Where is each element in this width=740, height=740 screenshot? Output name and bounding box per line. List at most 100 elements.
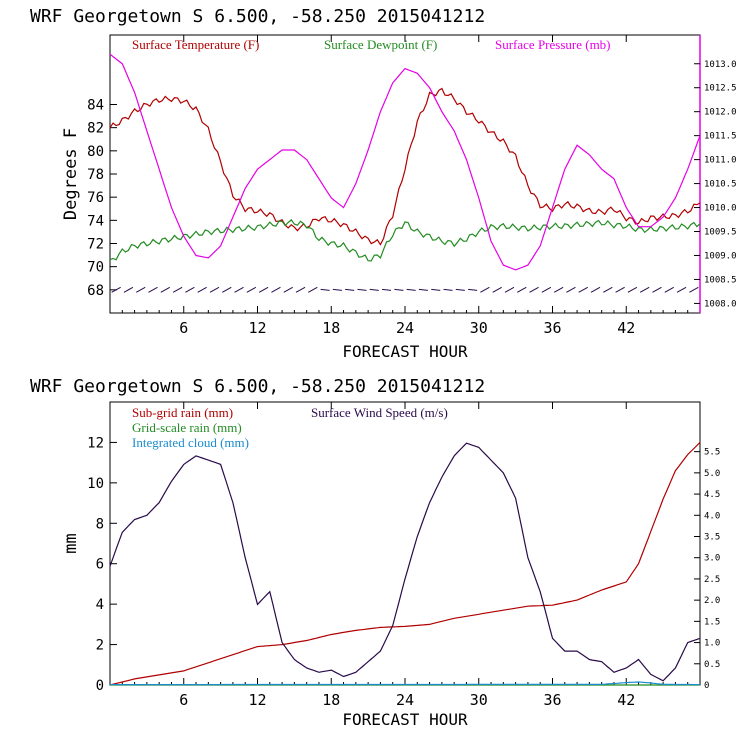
wind-barb	[566, 286, 576, 293]
legend-entry: Grid-scale rain (mm)	[132, 420, 242, 435]
series-line	[109, 53, 701, 271]
chart-title: WRF Georgetown S 6.500, -58.250 20150412…	[30, 6, 485, 27]
x-tick-label: 36	[543, 691, 561, 709]
y2-tick-label: 1012.5	[704, 84, 737, 94]
series-line	[109, 219, 701, 262]
wind-barb	[185, 286, 195, 293]
wind-barb	[553, 286, 564, 293]
y2-tick-label: 3.5	[704, 532, 720, 542]
y2-tick-label: 1009.5	[704, 228, 737, 238]
wind-barb	[627, 286, 638, 293]
wind-barb	[160, 286, 171, 293]
x-tick-label: 30	[470, 319, 488, 337]
wind-barb	[332, 288, 342, 291]
wind-barb	[357, 288, 367, 291]
wind-barb	[246, 286, 257, 293]
wind-barb	[578, 286, 588, 293]
x-axis-title: FORECAST HOUR	[342, 710, 468, 729]
wind-barb	[590, 286, 601, 293]
wind-barb	[652, 286, 662, 293]
y2-tick-label: 1013.0	[704, 60, 737, 70]
y-tick-label: 72	[87, 237, 104, 253]
y-tick-label: 74	[87, 213, 104, 229]
wind-barb	[615, 286, 625, 293]
y2-tick-label: 1008.5	[704, 275, 737, 285]
y-tick-label: 80	[87, 144, 104, 160]
y-tick-label: 78	[87, 167, 104, 183]
legend-entry: Integrated cloud (mm)	[132, 435, 249, 450]
series-line	[109, 441, 701, 686]
rain-wind-panel: WRF Georgetown S 6.500, -58.250 20150412…	[30, 376, 720, 729]
wind-barb	[639, 286, 650, 293]
y-tick-label: 6	[96, 557, 104, 573]
y-tick-label: 76	[87, 190, 104, 206]
wind-barb	[676, 286, 687, 293]
wind-barb	[295, 286, 306, 293]
series-line	[109, 442, 701, 682]
wind-barb	[123, 286, 134, 293]
y-tick-label: 84	[87, 98, 104, 114]
wind-barb	[148, 286, 158, 293]
x-tick-label: 12	[248, 319, 266, 337]
x-tick-label: 6	[179, 319, 188, 337]
wind-barb	[209, 286, 220, 293]
y2-tick-label: 3.0	[704, 554, 720, 564]
y-tick-label: 8	[96, 516, 104, 532]
legend-entry: Surface Dewpoint (F)	[324, 37, 437, 52]
y2-tick-label: 4.0	[704, 511, 720, 521]
x-tick-label: 42	[617, 691, 635, 709]
wind-barb	[369, 288, 379, 291]
wind-barb	[345, 288, 355, 291]
x-tick-label: 24	[396, 319, 414, 337]
y2-tick-label: 1.0	[704, 639, 720, 649]
wind-barb	[455, 288, 465, 291]
wind-barb	[603, 286, 613, 293]
x-tick-label: 6	[179, 691, 188, 709]
y2-tick-label: 2.0	[704, 596, 720, 606]
y-axis-title: mm	[61, 533, 81, 553]
wind-barb	[382, 288, 392, 291]
y-tick-label: 70	[87, 260, 104, 276]
wind-barb	[664, 286, 675, 293]
y-axis-title: Degrees F	[61, 128, 81, 220]
wind-barb	[197, 286, 207, 293]
wind-barb	[234, 286, 244, 293]
x-tick-label: 24	[396, 691, 414, 709]
y-tick-label: 12	[87, 435, 104, 451]
wind-barb	[222, 286, 232, 293]
x-tick-label: 36	[543, 319, 561, 337]
y2-tick-label: 1009.0	[704, 251, 737, 261]
legend-entry: Surface Pressure (mb)	[495, 37, 611, 52]
wind-barb	[258, 286, 269, 293]
wind-barb	[492, 286, 502, 293]
legend-entry: Surface Temperature (F)	[132, 37, 259, 52]
x-tick-label: 42	[617, 319, 635, 337]
chart-title: WRF Georgetown S 6.500, -58.250 20150412…	[30, 376, 485, 397]
series-line	[109, 87, 701, 246]
wind-barb	[517, 286, 527, 293]
wind-barb	[443, 288, 453, 291]
y2-tick-label: 1011.0	[704, 156, 737, 166]
y2-tick-label: 1010.5	[704, 180, 737, 190]
wind-barb	[468, 288, 478, 291]
y-tick-label: 82	[87, 121, 104, 137]
y2-tick-label: 0.5	[704, 660, 720, 670]
y2-tick-label: 2.5	[704, 575, 720, 585]
x-tick-label: 18	[322, 691, 340, 709]
y-tick-label: 4	[96, 597, 104, 613]
y2-tick-label: 1.5	[704, 617, 720, 627]
y-tick-label: 2	[96, 638, 104, 654]
y2-tick-label: 1008.0	[704, 299, 737, 309]
wind-barb	[529, 286, 539, 293]
plot-frame	[109, 34, 701, 314]
temperature-pressure-panel: WRF Georgetown S 6.500, -58.250 20150412…	[30, 6, 737, 361]
wind-barb	[394, 288, 404, 291]
y-tick-label: 68	[87, 283, 104, 299]
x-tick-label: 12	[248, 691, 266, 709]
y-tick-label: 0	[96, 678, 104, 694]
legend-entry: Sub-grid rain (mm)	[132, 405, 233, 420]
wind-barb	[431, 288, 441, 291]
wind-barb	[504, 286, 515, 293]
wind-barb	[172, 286, 183, 293]
